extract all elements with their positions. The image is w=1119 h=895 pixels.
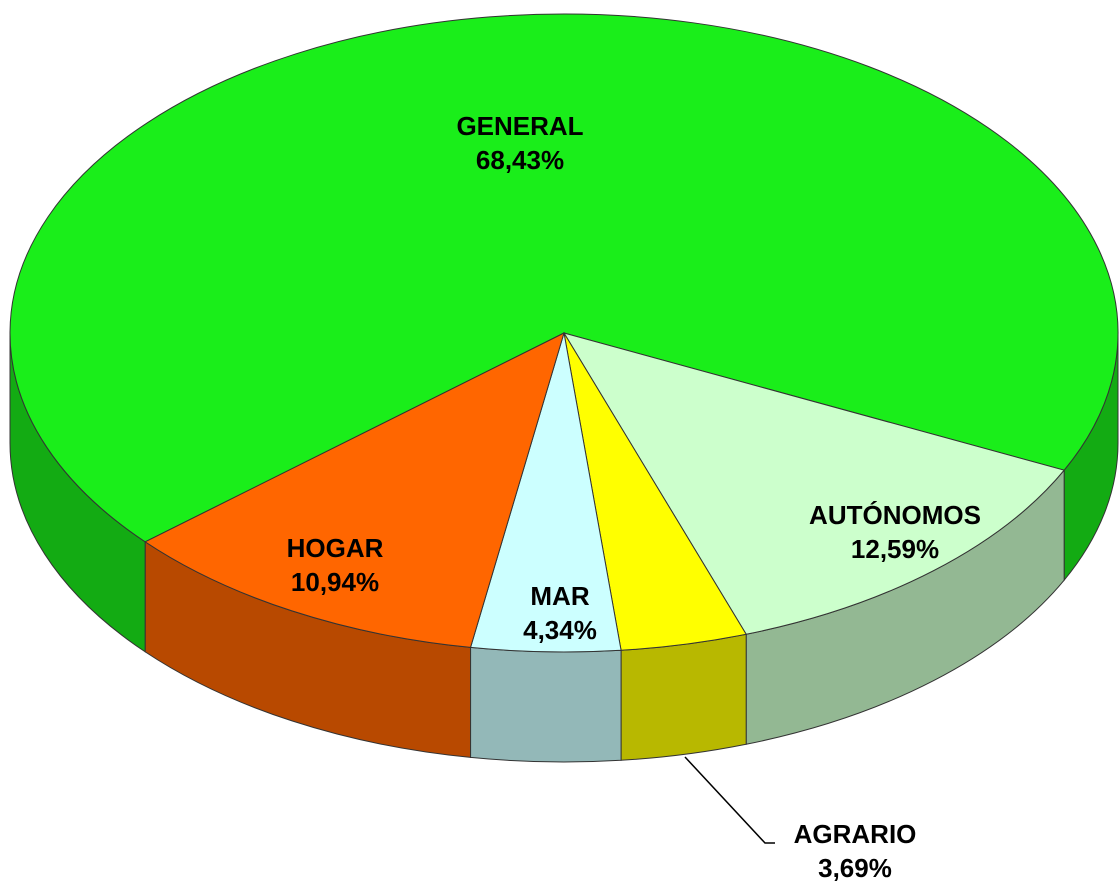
slice-label: MAR [530, 581, 589, 611]
pie-sides [9, 332, 1119, 763]
slice-value-label: 12,59% [851, 534, 939, 564]
slice-side [470, 646, 622, 763]
slice-label: AUTÓNOMOS [809, 500, 981, 530]
slice [562, 332, 1066, 635]
leader-line [684, 756, 775, 844]
slice-value-label: 68,43% [476, 145, 564, 175]
pie-tops [9, 13, 1119, 653]
slice-side [620, 633, 747, 761]
slice-value-label: 4,34% [523, 615, 597, 645]
slice-value-label: 3,69% [818, 853, 892, 883]
slice-label: GENERAL [456, 111, 583, 141]
slice [9, 13, 1119, 543]
slice-label: AGRARIO [794, 819, 917, 849]
slice-label: HOGAR [287, 533, 384, 563]
slice [144, 332, 565, 648]
slice-value-label: 10,94% [291, 567, 379, 597]
